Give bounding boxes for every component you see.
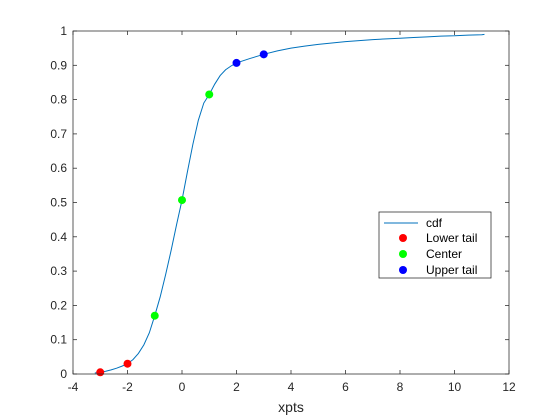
point-center (205, 90, 214, 99)
points-layer (96, 50, 268, 377)
point-center (150, 311, 159, 320)
y-tick-label: 0 (60, 367, 67, 381)
point-lower-tail (96, 368, 105, 377)
legend-label-upper-tail: Upper tail (426, 263, 477, 277)
y-tick-label: 0.8 (50, 93, 67, 107)
y-tick-label: 0.3 (50, 264, 67, 278)
plot-background (73, 31, 509, 374)
x-tick-label: 12 (502, 380, 516, 394)
legend: cdf Lower tail Center Upper tail (378, 211, 492, 279)
x-tick-label: -4 (68, 380, 79, 394)
curve-layer (94, 33, 485, 374)
point-center (178, 196, 186, 205)
x-tick-label: 6 (342, 380, 349, 394)
legend-marker-center (399, 250, 407, 258)
y-tick-label: 0.1 (50, 333, 67, 347)
y-tick-label: 0.4 (50, 230, 67, 244)
x-tick-label: 2 (233, 380, 240, 394)
y-axis-ticks: 0 0.1 0.2 0.3 0.4 0.5 0.6 0.7 0.8 0.9 1 (50, 24, 509, 381)
y-tick-label: 1 (60, 24, 67, 38)
cdf-curve (94, 33, 485, 374)
x-axis-label: xpts (278, 399, 304, 415)
legend-label-cdf: cdf (426, 216, 443, 230)
legend-marker-lower-tail (399, 234, 407, 242)
y-tick-label: 0.9 (50, 58, 67, 72)
y-tick-label: 0.6 (50, 161, 67, 175)
y-tick-label: 0.5 (50, 196, 67, 210)
x-tick-label: 10 (448, 380, 462, 394)
point-upper-tail (259, 50, 268, 59)
legend-marker-upper-tail (399, 266, 407, 274)
plot-box (72, 30, 510, 375)
x-tick-label: 0 (179, 380, 186, 394)
y-tick-label: 0.2 (50, 298, 67, 312)
point-upper-tail (232, 58, 241, 67)
legend-label-lower-tail: Lower tail (426, 231, 477, 245)
y-tick-label: 0.7 (50, 127, 67, 141)
legend-label-center: Center (426, 247, 462, 261)
point-lower-tail (123, 359, 132, 368)
x-tick-label: 4 (288, 380, 295, 394)
x-tick-label: -2 (122, 380, 133, 394)
x-axis-ticks: -4 -2 0 2 4 6 8 10 12 (68, 31, 516, 394)
x-tick-label: 8 (397, 380, 404, 394)
